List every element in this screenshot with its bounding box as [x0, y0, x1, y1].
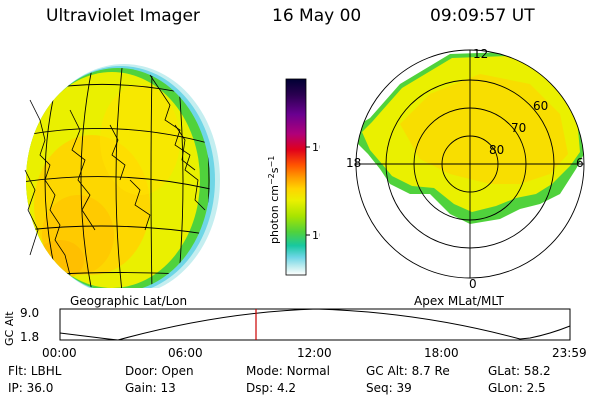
info-glon: GLon: 2.5: [488, 381, 546, 395]
mlt-label-0: 0: [469, 277, 477, 291]
mlat-label-70: 70: [511, 121, 526, 135]
time-tick-0600: 06:00: [168, 346, 203, 360]
apex-panel-label: Apex MLat/MLT: [414, 294, 504, 308]
info-mode: Mode: Normal: [246, 364, 330, 378]
altitude-ytick-low: 1.8: [20, 330, 39, 344]
instrument-title: Ultraviolet Imager: [46, 6, 200, 26]
time-tick-0000: 00:00: [42, 346, 77, 360]
polar-grid: [355, 49, 585, 279]
colorbar: [285, 78, 307, 276]
colorbar-tick-10: 10: [312, 229, 320, 242]
mlat-label-80: 80: [489, 143, 504, 157]
colorbar-tick-100: 100: [312, 141, 320, 154]
disk-emission: [26, 72, 200, 288]
altitude-plot-frame: [59, 308, 571, 341]
geographic-panel-label: Geographic Lat/Lon: [70, 294, 188, 308]
altitude-strip-panel: 9.0 1.8 GC Alt: [3, 306, 571, 346]
mlt-label-18: 18: [346, 156, 361, 170]
time-tick-1800: 18:00: [424, 346, 459, 360]
info-gc-alt: GC Alt: 8.7 Re: [366, 364, 450, 378]
coastlines: [24, 74, 206, 276]
polar-plot-panel: 12 6 0 18 60 70 80: [346, 47, 585, 291]
altitude-curve: [59, 308, 571, 341]
info-glat: GLat: 58.2: [488, 364, 551, 378]
info-door: Door: Open: [125, 364, 194, 378]
mlat-label-60: 60: [533, 99, 548, 113]
date-label: 16 May 00: [272, 6, 362, 26]
altitude-ytick-high: 9.0: [20, 306, 39, 320]
mlt-label-12: 12: [473, 47, 488, 61]
colorbar-label: photon cm−2s−1: [267, 156, 281, 244]
info-seq: Seq: 39: [366, 381, 412, 395]
info-dsp: Dsp: 4.2: [246, 381, 297, 395]
geographic-disk-panel: [24, 64, 220, 288]
info-gain: Gain: 13: [125, 381, 176, 395]
mlt-label-6: 6: [576, 156, 584, 170]
info-flt: Flt: LBHL: [8, 364, 62, 378]
time-tick-2359: 23:59: [552, 346, 587, 360]
colorbar-panel: 100 10 photon cm−2s−1: [267, 78, 320, 276]
info-ip: IP: 36.0: [8, 381, 54, 395]
altitude-ylabel: GC Alt: [3, 311, 16, 346]
time-tick-1200: 12:00: [297, 346, 332, 360]
time-label: 09:09:57 UT: [430, 6, 535, 26]
